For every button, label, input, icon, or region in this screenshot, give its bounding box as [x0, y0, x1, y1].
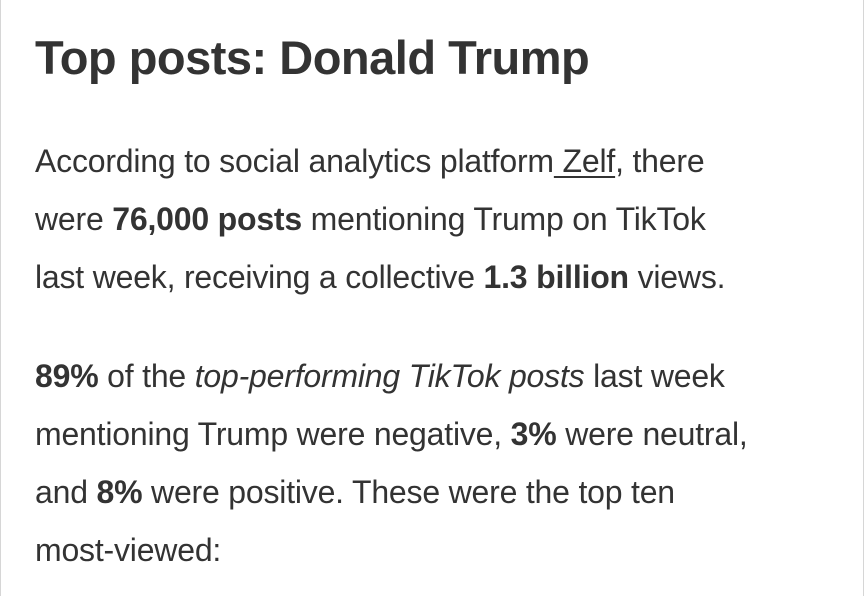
text-segment: last week: [584, 358, 725, 394]
section-title: Top posts: Donald Trump: [35, 31, 590, 84]
paragraph-line: 89% of the top-performing TikTok posts l…: [35, 347, 835, 405]
text-segment: were: [35, 201, 113, 237]
positive-percent: 8%: [96, 474, 143, 510]
views-count: 1.3 billion: [483, 259, 630, 295]
text-segment: views.: [628, 259, 726, 295]
text-segment: According to social analytics platform: [35, 143, 554, 179]
paragraph-line: were 76,000 posts mentioning Trump on Ti…: [35, 190, 835, 248]
text-segment: were neutral,: [556, 416, 748, 452]
zelf-link[interactable]: Zelf: [553, 143, 616, 179]
text-segment: , there: [615, 143, 705, 179]
text-segment: mentioning Trump were negative,: [35, 416, 511, 452]
paragraph-line: According to social analytics platform Z…: [35, 132, 835, 190]
negative-percent: 89%: [35, 358, 99, 394]
text-segment: and: [35, 474, 97, 510]
text-segment: mentioning Trump on TikTok: [301, 201, 706, 237]
paragraph-line: last week, receiving a collective 1.3 bi…: [35, 248, 835, 306]
text-segment: of the: [98, 358, 195, 394]
intro-paragraph: According to social analytics platform Z…: [35, 132, 835, 306]
text-segment: most-viewed:: [35, 532, 222, 568]
sentiment-paragraph: 89% of the top-performing TikTok posts l…: [35, 347, 835, 579]
emphasis-text: top-performing TikTok posts: [194, 358, 585, 394]
paragraph-line: most-viewed:: [35, 521, 835, 579]
text-segment: last week, receiving a collective: [35, 259, 484, 295]
posts-count: 76,000 posts: [112, 201, 302, 237]
neutral-percent: 3%: [510, 416, 557, 452]
text-segment: were positive. These were the top ten: [142, 474, 675, 510]
paragraph-line: and 8% were positive. These were the top…: [35, 463, 835, 521]
paragraph-line: mentioning Trump were negative, 3% were …: [35, 405, 835, 463]
